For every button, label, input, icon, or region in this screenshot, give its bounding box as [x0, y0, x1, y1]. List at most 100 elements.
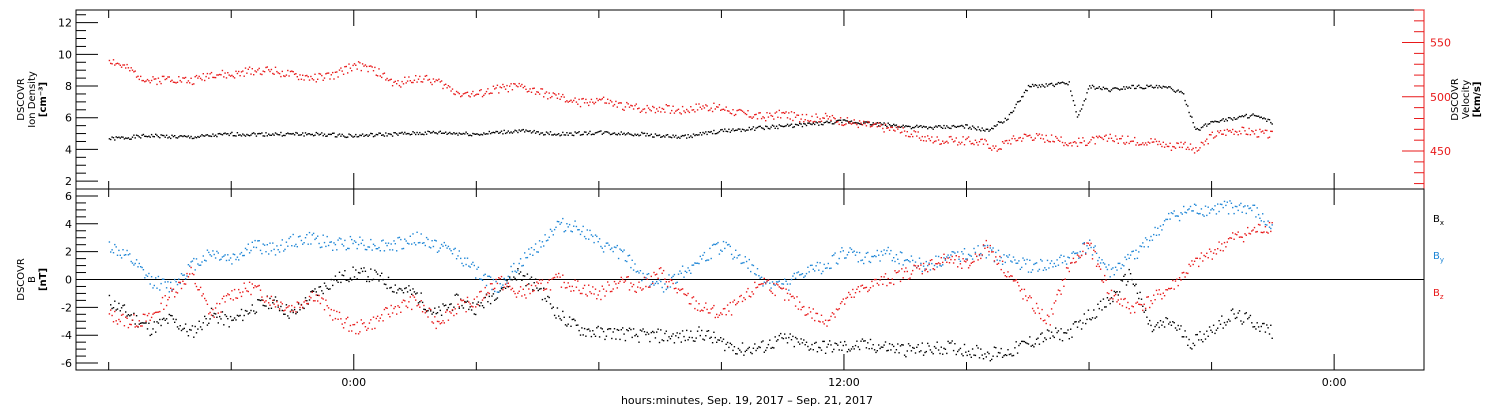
data-point — [1112, 267, 1114, 269]
data-point — [1129, 273, 1132, 275]
data-point — [1233, 313, 1235, 315]
data-point — [660, 136, 662, 138]
data-point — [1076, 326, 1079, 328]
data-point — [368, 134, 371, 136]
data-point — [122, 304, 124, 307]
data-point — [716, 243, 718, 245]
data-point — [304, 75, 307, 77]
data-point — [887, 246, 889, 249]
data-point — [1166, 145, 1169, 148]
data-point — [970, 143, 972, 145]
data-point — [1144, 307, 1147, 310]
data-point — [521, 83, 523, 86]
data-point — [830, 120, 832, 122]
data-point — [592, 235, 594, 238]
data-point — [243, 134, 245, 136]
data-point — [152, 287, 154, 289]
data-point — [1044, 319, 1046, 321]
data-point — [209, 311, 211, 314]
data-point — [729, 112, 731, 114]
data-point — [543, 245, 545, 247]
data-point — [197, 289, 199, 291]
data-point — [600, 99, 602, 101]
data-point — [1266, 129, 1268, 132]
data-point — [1053, 262, 1055, 265]
data-point — [646, 132, 648, 135]
data-point — [1000, 256, 1002, 259]
data-point — [559, 98, 561, 100]
data-point — [552, 234, 554, 236]
data-point — [115, 320, 117, 322]
data-point — [1021, 288, 1023, 291]
data-point — [1140, 298, 1143, 300]
data-point — [992, 145, 994, 147]
data-point — [494, 88, 496, 90]
data-point — [691, 297, 693, 299]
data-point — [967, 267, 970, 269]
data-point — [1090, 139, 1092, 141]
data-point — [1049, 324, 1051, 326]
data-point — [1217, 121, 1219, 123]
data-point — [1248, 117, 1250, 119]
data-point — [1198, 265, 1200, 268]
data-point — [1072, 257, 1075, 260]
data-point — [721, 250, 723, 252]
data-point — [438, 320, 440, 323]
data-point — [156, 134, 158, 137]
data-point — [356, 321, 358, 324]
data-point — [609, 99, 612, 102]
data-point — [457, 91, 459, 94]
data-point — [838, 119, 840, 121]
data-point — [421, 133, 424, 135]
data-point — [961, 267, 963, 269]
data-point — [171, 289, 173, 291]
data-point — [1210, 134, 1212, 136]
data-point — [160, 324, 162, 327]
data-point — [883, 344, 885, 346]
data-point — [519, 258, 522, 260]
data-point — [639, 270, 642, 272]
data-point — [1128, 308, 1130, 310]
data-point — [323, 309, 326, 311]
data-point — [623, 109, 625, 111]
data-point — [1014, 259, 1016, 261]
panel-frame — [75, 9, 1425, 190]
data-point — [391, 135, 394, 137]
data-point — [812, 268, 814, 270]
data-point — [287, 69, 289, 72]
data-point — [1102, 262, 1105, 264]
data-point — [880, 276, 883, 278]
data-point — [1083, 242, 1085, 244]
data-point — [189, 82, 191, 84]
data-point — [1121, 88, 1124, 90]
data-point — [698, 262, 700, 265]
data-point — [187, 264, 190, 266]
data-point — [304, 237, 307, 239]
data-point — [865, 347, 868, 349]
data-point — [1215, 253, 1218, 255]
data-point — [148, 322, 150, 324]
data-point — [1048, 267, 1050, 269]
data-point — [673, 273, 676, 276]
data-point — [1139, 143, 1141, 146]
data-point — [556, 307, 559, 309]
data-point — [854, 344, 857, 347]
data-point — [986, 244, 989, 247]
data-point — [970, 356, 972, 358]
data-point — [274, 66, 277, 68]
data-point — [1123, 275, 1125, 277]
data-point — [940, 257, 942, 259]
data-point — [159, 137, 161, 139]
data-point — [604, 102, 606, 104]
data-point — [628, 133, 631, 135]
data-point — [1093, 309, 1095, 311]
data-point — [262, 299, 264, 301]
data-point — [1001, 122, 1004, 124]
data-point — [647, 107, 650, 109]
data-point — [413, 291, 416, 293]
data-point — [470, 263, 473, 265]
data-point — [786, 123, 789, 126]
data-point — [254, 133, 256, 135]
data-point — [366, 280, 368, 283]
